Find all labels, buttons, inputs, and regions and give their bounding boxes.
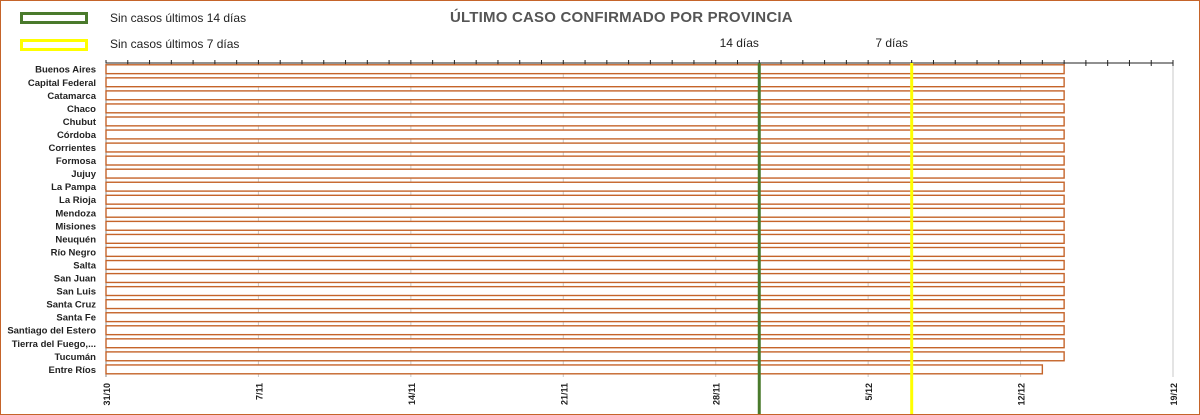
y-category-label: Santa Cruz [46, 300, 96, 311]
y-category-label: San Juan [54, 274, 96, 285]
y-category-label: San Luis [56, 287, 96, 298]
x-tick-label: 31/10 [102, 383, 112, 406]
y-category-label: Chaco [67, 104, 96, 115]
bar [105, 207, 1065, 218]
bar [105, 259, 1065, 271]
x-tick-label: 14/11 [407, 383, 417, 405]
y-category-label: Salta [73, 260, 96, 271]
bar [105, 325, 1065, 336]
y-category-label: Mendoza [55, 208, 96, 219]
y-category-label: Buenos Aires [35, 65, 96, 76]
y-category-label: Chubut [63, 117, 97, 128]
y-category-label: Neuquén [55, 234, 96, 245]
legend-label-7-days: Sin casos últimos 7 días [110, 37, 240, 51]
y-category-label: Jujuy [71, 169, 97, 180]
legend-swatch-7-days [20, 39, 88, 51]
bar [105, 285, 1065, 297]
legend-swatch-14-days [20, 12, 88, 24]
y-category-label: Tierra del Fuego,... [12, 339, 96, 350]
chart-title: ÚLTIMO CASO CONFIRMADO POR PROVINCIA [450, 9, 793, 26]
x-tick-label: 12/12 [1017, 383, 1027, 406]
bar [105, 299, 1065, 310]
x-tick-label: 7/11 [254, 383, 264, 400]
y-category-label: Entre Ríos [48, 365, 96, 376]
bar [105, 194, 1065, 205]
bar [105, 312, 1065, 323]
x-tick-label: 28/11 [712, 383, 722, 405]
y-category-label: La Pampa [51, 182, 97, 193]
bar [105, 90, 1065, 101]
y-category-label: La Rioja [59, 195, 97, 206]
bar [105, 338, 1065, 349]
bar [105, 233, 1065, 244]
bar [105, 246, 1065, 258]
y-category-label: Tucumán [54, 352, 96, 363]
x-tick-label: 21/11 [559, 383, 569, 405]
bar [105, 129, 1065, 140]
reference-line-label: 14 días [720, 36, 759, 50]
y-category-label: Catamarca [47, 91, 96, 102]
bar [105, 351, 1065, 362]
bar [105, 272, 1065, 284]
x-tick-label: 5/12 [864, 383, 874, 401]
y-category-label: Córdoba [57, 130, 97, 141]
y-category-label: Santiago del Estero [7, 326, 96, 337]
y-category-label: Santa Fe [56, 313, 96, 324]
reference-line-label: 7 días [875, 36, 908, 50]
bar [105, 116, 1065, 127]
y-category-label: Capital Federal [28, 78, 96, 89]
bar [105, 77, 1065, 88]
y-category-label: Formosa [56, 156, 97, 167]
bar [105, 168, 1065, 179]
bar [105, 364, 1044, 375]
bar [105, 142, 1065, 153]
bar [105, 64, 1065, 75]
bar [105, 220, 1065, 231]
bar [105, 181, 1065, 192]
y-category-label: Río Negro [51, 247, 97, 258]
legend-label-14-days: Sin casos últimos 14 días [110, 11, 247, 25]
bar [105, 155, 1065, 166]
bar [105, 103, 1065, 114]
y-category-label: Misiones [55, 221, 96, 232]
y-category-label: Corrientes [48, 143, 96, 154]
x-tick-label: 19/12 [1169, 383, 1179, 406]
